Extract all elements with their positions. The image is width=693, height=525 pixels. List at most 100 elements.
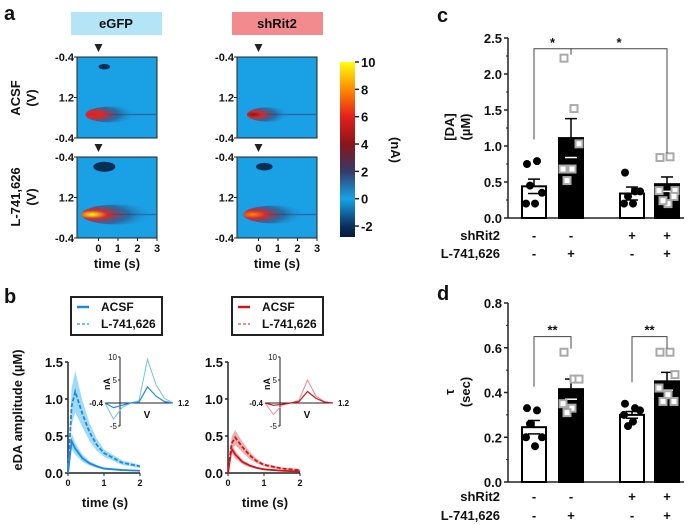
data-point xyxy=(629,199,637,208)
data-point xyxy=(636,406,644,415)
cv-trace-acsf xyxy=(104,385,174,409)
ytick-label: 0.0 xyxy=(205,466,223,481)
mean-trace-l741626 xyxy=(67,388,141,474)
ytick-label: -0.4 xyxy=(55,133,75,145)
xtick-label: 1 xyxy=(275,243,281,255)
c-ylabel-line2: (µM) xyxy=(458,114,473,141)
data-point xyxy=(621,399,629,408)
ytick-label: -0.4 xyxy=(55,152,75,164)
data-point xyxy=(658,396,668,406)
ytick-label: -0.4 xyxy=(215,133,235,145)
significance-label: * xyxy=(550,35,556,50)
data-point xyxy=(620,410,628,419)
data-point xyxy=(558,399,568,409)
data-point xyxy=(567,164,577,174)
ytick-label: -0.4 xyxy=(55,233,75,245)
data-point xyxy=(663,390,673,400)
mean-trace-acsf xyxy=(67,438,141,474)
xtick-label: 1 xyxy=(261,478,266,488)
row-unit-acsf: (V) xyxy=(24,89,39,106)
dopamine-oxidation-hotspot xyxy=(85,106,137,123)
d-ylabel-line2: (sec) xyxy=(458,377,473,407)
data-point xyxy=(574,139,584,149)
xtick-label: 3 xyxy=(154,243,160,255)
b-left-xlabel: time (s) xyxy=(82,495,128,510)
inset-ytick-label: -5 xyxy=(110,422,118,431)
panel-d-bar-chart: 0.0 0.2 0.4 0.6 0.8 ** ** shRit2 - - + + L-741,626 - +… xyxy=(441,296,684,523)
data-point xyxy=(655,347,665,357)
row-label-l741626: L-741,626 xyxy=(8,167,23,226)
xtick-label: 2 xyxy=(294,243,300,255)
inset-ytick-label: 10 xyxy=(108,353,117,362)
data-point xyxy=(669,191,679,201)
egfp-header-box xyxy=(71,12,162,35)
data-point xyxy=(531,442,539,451)
data-point xyxy=(526,419,534,428)
data-point xyxy=(574,374,584,384)
ytick-label: 0.0 xyxy=(484,211,502,226)
factor-sign: + xyxy=(663,246,671,261)
legend-egfp: ACSF L-741,626 xyxy=(70,296,163,336)
inset-ytick-label: 5 xyxy=(113,376,118,385)
panel-a-heatmaps: -0.41.2-0.4-0.41.2-0.4-0.41.2-0.40 1 2 3-0.… xyxy=(55,44,375,255)
heatmap-egfp-acsf: -0.4 1.2 -0.4 xyxy=(55,44,158,145)
significance-bracket: * xyxy=(570,35,668,154)
xtick-label: 2 xyxy=(134,243,140,255)
significance-bracket: ** xyxy=(631,323,668,383)
ytick-label: 1.2 xyxy=(59,193,74,205)
stimulation-arrowhead-icon xyxy=(254,44,263,52)
legend-shrit2: ACSF L-741,626 xyxy=(231,296,324,336)
colorbar-tick-label: 0 xyxy=(361,192,368,207)
factor-row-label: shRit2 xyxy=(460,228,500,243)
ytick-label: 0.4 xyxy=(484,386,503,401)
ytick-label: 0.0 xyxy=(484,475,502,490)
colorbar-tick-label: -2 xyxy=(361,219,373,234)
factor-sign: - xyxy=(569,228,573,243)
egfp-header: eGFP xyxy=(99,16,133,31)
factor-sign: - xyxy=(532,246,536,261)
factor-sign: - xyxy=(630,246,634,261)
data-point xyxy=(533,406,541,415)
inset-xtick-label: -0.4 xyxy=(249,399,263,408)
colorbar-tick-label: 4 xyxy=(361,137,369,152)
data-point xyxy=(526,181,534,190)
factor-sign: - xyxy=(630,508,634,523)
ytick-label: 1.0 xyxy=(205,392,223,407)
bar-group-2 xyxy=(558,53,584,219)
ytick-label: -0.4 xyxy=(215,152,235,164)
data-point xyxy=(538,433,546,442)
ytick-label: 1.5 xyxy=(205,355,223,370)
data-point xyxy=(523,160,531,168)
ytick-label: -0.4 xyxy=(215,52,235,64)
ytick-label: 1.2 xyxy=(219,193,234,205)
b-right-xlabel: time (s) xyxy=(242,495,288,510)
bracket-line xyxy=(631,336,668,383)
inset-ylabel: nA xyxy=(102,378,112,390)
panel-label-d: d xyxy=(437,283,449,305)
data-point xyxy=(533,157,541,166)
data-point xyxy=(558,164,568,174)
stimulation-arrowhead-icon xyxy=(94,144,103,152)
factor-sign: - xyxy=(532,228,536,243)
reduction-hotspot xyxy=(93,161,116,172)
stimulation-arrowhead-icon xyxy=(254,144,263,152)
xtick-label: 1 xyxy=(101,478,106,488)
xtick-label: 0 xyxy=(95,243,101,255)
factor-sign: + xyxy=(663,508,671,523)
factor-sign: + xyxy=(663,489,671,504)
inset-ylabel: nA xyxy=(262,378,272,390)
data-point xyxy=(538,188,546,197)
xtick-label: 0 xyxy=(225,478,230,488)
xtick-label: 0 xyxy=(255,243,261,255)
bar xyxy=(558,388,584,483)
factor-row-label: L-741,626 xyxy=(441,246,500,261)
panel-label-b: b xyxy=(4,286,16,308)
shrit2-header-box xyxy=(232,12,323,35)
data-point xyxy=(669,396,679,406)
cv-trace-acsf xyxy=(264,390,334,406)
mean-trace-l741626 xyxy=(227,435,301,474)
data-point xyxy=(559,347,569,357)
data-point xyxy=(665,347,675,357)
